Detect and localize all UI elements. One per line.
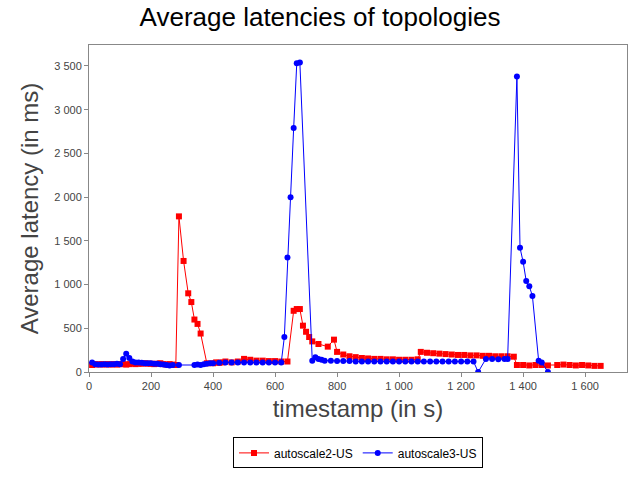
svg-text:600: 600 [266, 380, 284, 392]
svg-text:2 500: 2 500 [54, 147, 82, 159]
svg-text:400: 400 [204, 380, 222, 392]
svg-text:0: 0 [76, 366, 82, 378]
svg-text:2 000: 2 000 [54, 191, 82, 203]
svg-text:1 200: 1 200 [447, 380, 475, 392]
svg-text:3 000: 3 000 [54, 104, 82, 116]
svg-text:Average latencies of topologie: Average latencies of topologies [140, 2, 501, 32]
svg-text:1 500: 1 500 [54, 235, 82, 247]
svg-text:500: 500 [63, 322, 81, 334]
svg-text:200: 200 [142, 380, 160, 392]
svg-text:1 600: 1 600 [571, 380, 599, 392]
svg-text:800: 800 [328, 380, 346, 392]
svg-text:1 400: 1 400 [509, 380, 537, 392]
svg-text:Average latency (in ms): Average latency (in ms) [16, 83, 43, 335]
svg-text:1 000: 1 000 [385, 380, 413, 392]
svg-text:0: 0 [86, 380, 92, 392]
svg-text:1 000: 1 000 [54, 278, 82, 290]
svg-text:3 500: 3 500 [54, 60, 82, 72]
svg-text:autoscale2-US: autoscale2-US [274, 447, 353, 461]
svg-text:autoscale3-US: autoscale3-US [398, 447, 477, 461]
svg-text:timestamp (in s): timestamp (in s) [273, 395, 444, 422]
